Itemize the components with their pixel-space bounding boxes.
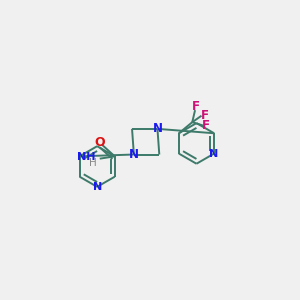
Text: O: O — [94, 136, 105, 149]
Text: H: H — [89, 158, 97, 168]
Text: N: N — [129, 148, 139, 161]
Text: F: F — [192, 100, 200, 113]
Text: N: N — [209, 148, 219, 159]
Text: NH: NH — [77, 152, 96, 162]
Text: N: N — [152, 122, 162, 135]
Text: N: N — [92, 182, 102, 192]
Text: F: F — [202, 119, 210, 132]
Text: F: F — [200, 109, 208, 122]
